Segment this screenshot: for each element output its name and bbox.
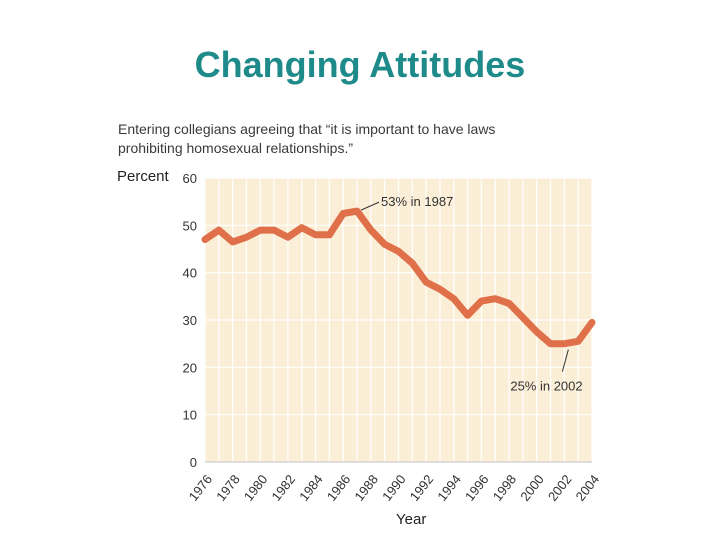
x-tick-label: 1990 [379, 472, 409, 504]
y-tick-label: 30 [183, 313, 197, 328]
x-tick-label: 2004 [573, 472, 603, 504]
y-tick-label: 40 [183, 266, 197, 281]
y-axis-label: Percent [117, 168, 169, 185]
annotation-leader-1987 [360, 201, 380, 211]
x-tick-label: 1992 [407, 472, 437, 504]
series-line [201, 207, 596, 348]
annotation-leader-2002 [561, 349, 569, 372]
x-tick-label: 1996 [462, 472, 492, 504]
annotation-peak-1987: 53% in 1987 [381, 194, 453, 209]
annotation-low-2002: 25% in 2002 [510, 379, 582, 394]
y-tick-label: 60 [183, 171, 197, 186]
x-tick-label: 1994 [434, 472, 464, 504]
x-tick-label: 1986 [324, 472, 354, 504]
y-tick-label: 0 [190, 455, 197, 470]
x-tick-label: 1982 [268, 472, 298, 504]
x-tick-label: 2002 [545, 472, 575, 504]
x-tick-label: 2000 [517, 472, 547, 504]
y-tick-label: 20 [183, 360, 197, 375]
x-tick-label: 1976 [186, 472, 216, 504]
x-tick-label: 1980 [241, 472, 271, 504]
y-tick-label: 10 [183, 408, 197, 423]
x-tick-label: 1984 [296, 472, 326, 504]
x-tick-label: 1978 [213, 472, 243, 504]
y-tick-label: 50 [183, 218, 197, 233]
x-tick-label: 1998 [490, 472, 520, 504]
x-axis-label: Year [396, 511, 427, 528]
x-tick-label: 1988 [351, 472, 381, 504]
chart-caption: Entering collegians agreeing that “it is… [118, 121, 496, 156]
slide-title: Changing Attitudes [194, 44, 526, 85]
